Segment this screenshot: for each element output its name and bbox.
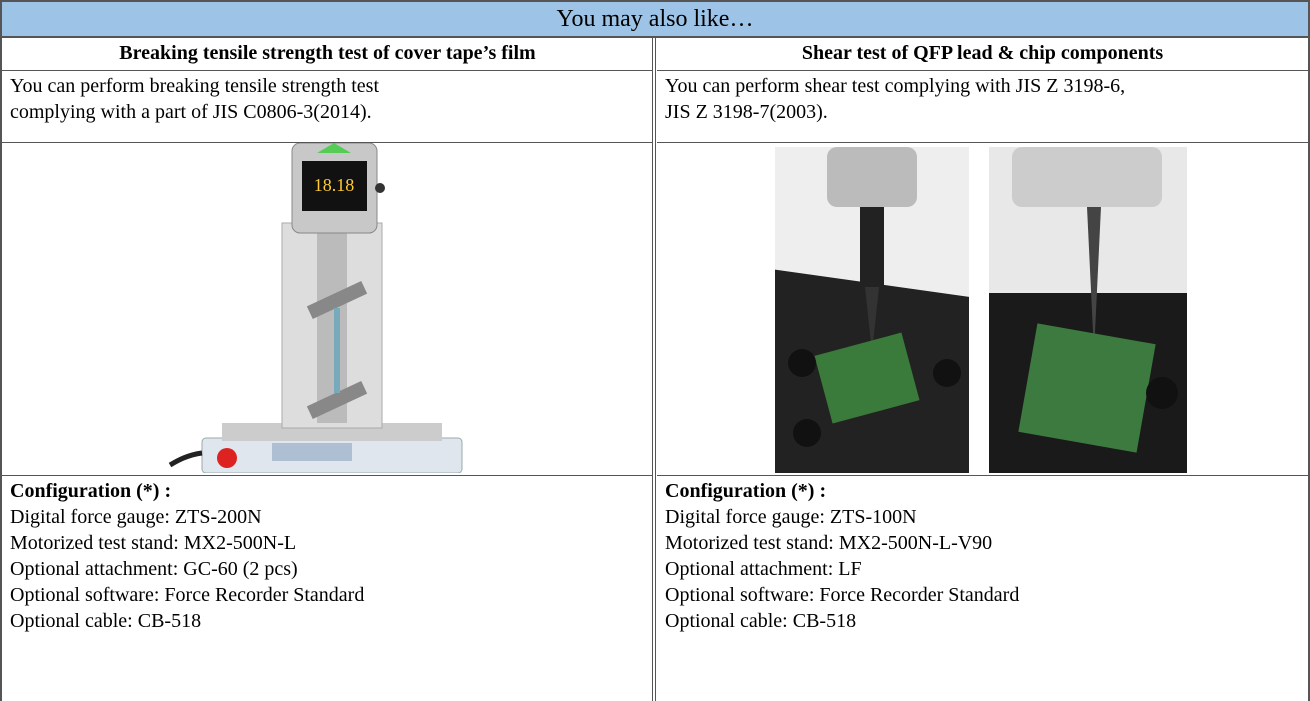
- product-photos: [775, 147, 1187, 473]
- description: You can perform breaking tensile strengt…: [0, 71, 653, 143]
- image-cell: 18.18: [0, 143, 653, 476]
- config-line: Digital force gauge: ZTS-200N: [10, 506, 262, 528]
- product-photo: 18.18: [168, 143, 463, 473]
- column-separator: [652, 38, 656, 701]
- configuration: Configuration (*) : Digital force gauge:…: [0, 476, 653, 701]
- configuration-label: Configuration (*) :: [10, 480, 172, 502]
- table-header: You may also like…: [0, 0, 1310, 38]
- config-line: Optional attachment: GC-60 (2 pcs): [10, 558, 298, 580]
- config-line: Optional software: Force Recorder Standa…: [665, 584, 1020, 606]
- column-title: Shear test of QFP lead & chip components: [657, 38, 1310, 71]
- config-line: Optional cable: CB-518: [665, 610, 857, 632]
- config-line: Digital force gauge: ZTS-100N: [665, 506, 917, 528]
- config-line: Optional software: Force Recorder Standa…: [10, 584, 365, 606]
- text-line: JIS Z 3198-7(2003).: [665, 101, 828, 123]
- configuration-label: Configuration (*) :: [665, 480, 827, 502]
- config-line: Motorized test stand: MX2-500N-L-V90: [665, 532, 993, 554]
- svg-text:18.18: 18.18: [314, 175, 355, 195]
- description: You can perform shear test complying wit…: [657, 71, 1310, 143]
- configuration: Configuration (*) : Digital force gauge:…: [657, 476, 1310, 701]
- column-title: Breaking tensile strength test of cover …: [0, 38, 653, 71]
- image-cell: [657, 143, 1310, 476]
- text-line: You can perform breaking tensile strengt…: [10, 75, 379, 97]
- text-line: complying with a part of JIS C0806-3(201…: [10, 101, 372, 123]
- config-line: Optional cable: CB-518: [10, 610, 202, 632]
- config-line: Optional attachment: LF: [665, 558, 862, 580]
- config-line: Motorized test stand: MX2-500N-L: [10, 532, 297, 554]
- text-line: You can perform shear test complying wit…: [665, 75, 1126, 97]
